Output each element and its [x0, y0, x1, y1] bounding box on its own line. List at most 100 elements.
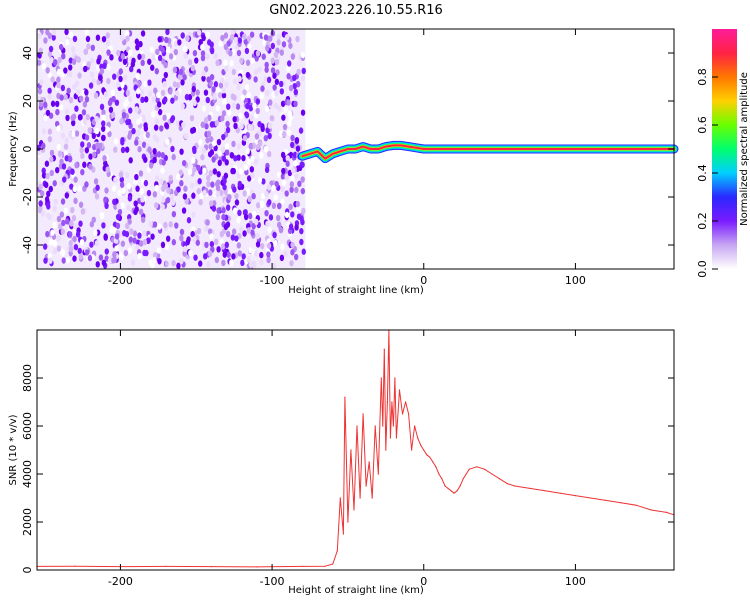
noise-cell [79, 147, 84, 154]
noise-cell [285, 160, 290, 167]
noise-cell [236, 154, 241, 161]
noise-cell [215, 179, 221, 186]
noise-cell [215, 105, 221, 112]
colorbar: 0.0 0.2 0.4 0.6 0.8 Normalized spectral ampl… [696, 29, 750, 278]
noise-cell [75, 88, 81, 96]
noise-cell [60, 132, 66, 139]
noise-cell [152, 252, 158, 259]
noise-cell [294, 186, 299, 194]
noise-cell [225, 120, 230, 128]
snr-point [342, 533, 344, 535]
noise-cell [166, 94, 171, 101]
snr-point [414, 425, 416, 427]
noise-cell [103, 91, 109, 98]
noise-cell [288, 84, 294, 92]
noise-cell [255, 107, 260, 115]
noise-cell [281, 41, 287, 48]
noise-cell [156, 101, 162, 108]
snr-point [368, 461, 370, 463]
noise-cell [124, 146, 130, 153]
noise-cell [49, 156, 54, 163]
spectrogram-x-tick-label: -100 [260, 274, 285, 287]
noise-cell [103, 196, 108, 203]
noise-cell [61, 53, 66, 60]
snr-point [407, 413, 410, 415]
noise-cell [249, 166, 255, 173]
noise-cell [57, 56, 62, 64]
snr-point [256, 566, 258, 568]
noise-cell [234, 192, 239, 200]
noise-cell [221, 207, 226, 214]
noise-cell [47, 213, 52, 221]
noise-cell [112, 73, 117, 80]
noise-cell [79, 238, 85, 246]
noise-cell [156, 247, 162, 254]
noise-cell [109, 225, 115, 232]
noise-cell [148, 162, 154, 169]
noise-cell [260, 125, 265, 133]
noise-cell [160, 167, 165, 174]
noise-cell [259, 201, 265, 209]
noise-cell [71, 58, 77, 65]
noise-cell [171, 239, 177, 246]
noise-cell [101, 125, 106, 132]
noise-cell [237, 180, 243, 188]
noise-cell [206, 180, 211, 188]
noise-cell [191, 126, 197, 134]
noise-cell [280, 100, 286, 107]
noise-cell [92, 151, 97, 158]
noise-cell [142, 238, 148, 246]
noise-cell [250, 172, 255, 179]
noise-cell [159, 178, 164, 185]
noise-cell [115, 81, 121, 88]
colorbar-label: Normalized spectral amplitude [739, 72, 750, 226]
noise-cell [208, 189, 213, 196]
noise-cell [185, 35, 190, 42]
noise-cell [224, 65, 229, 73]
noise-cell [114, 99, 120, 106]
noise-cell [89, 241, 94, 248]
noise-cell [86, 43, 91, 50]
noise-cell [151, 54, 157, 61]
noise-cell [38, 183, 43, 191]
noise-cell [50, 229, 55, 236]
noise-cell [96, 147, 101, 155]
snr-point [404, 401, 407, 403]
noise-cell [229, 259, 234, 266]
noise-cell [290, 175, 295, 182]
noise-cell [120, 53, 126, 60]
noise-cell [246, 91, 252, 99]
noise-cell [300, 218, 305, 226]
noise-cell [301, 207, 306, 215]
noise-cell [209, 47, 215, 55]
noise-cell [201, 70, 206, 77]
noise-cell [44, 196, 50, 203]
noise-cell [49, 56, 54, 64]
noise-cell [236, 216, 241, 224]
noise-cell [87, 254, 93, 262]
spectrogram-x-tick-label: -200 [108, 274, 133, 287]
colorbar-tick-label: 0.0 [696, 260, 709, 278]
noise-cell [125, 89, 131, 97]
noise-cell [281, 179, 287, 186]
noise-cell [182, 245, 188, 253]
noise-cell [132, 237, 137, 244]
noise-cell [48, 185, 53, 193]
noise-cell [134, 173, 139, 181]
noise-cell [261, 53, 266, 60]
noise-cell [230, 167, 235, 175]
noise-cell [223, 59, 228, 66]
noise-cell [84, 96, 90, 103]
noise-cell [101, 120, 106, 127]
noise-cell [207, 228, 213, 235]
noise-cell [169, 193, 175, 201]
noise-cell [127, 195, 133, 202]
noise-cell [270, 67, 276, 74]
noise-cell [204, 123, 209, 130]
noise-cell [286, 73, 291, 80]
noise-cell [78, 253, 84, 260]
noise-cell [290, 241, 295, 249]
noise-cell [290, 167, 296, 174]
noise-cell [295, 80, 301, 88]
